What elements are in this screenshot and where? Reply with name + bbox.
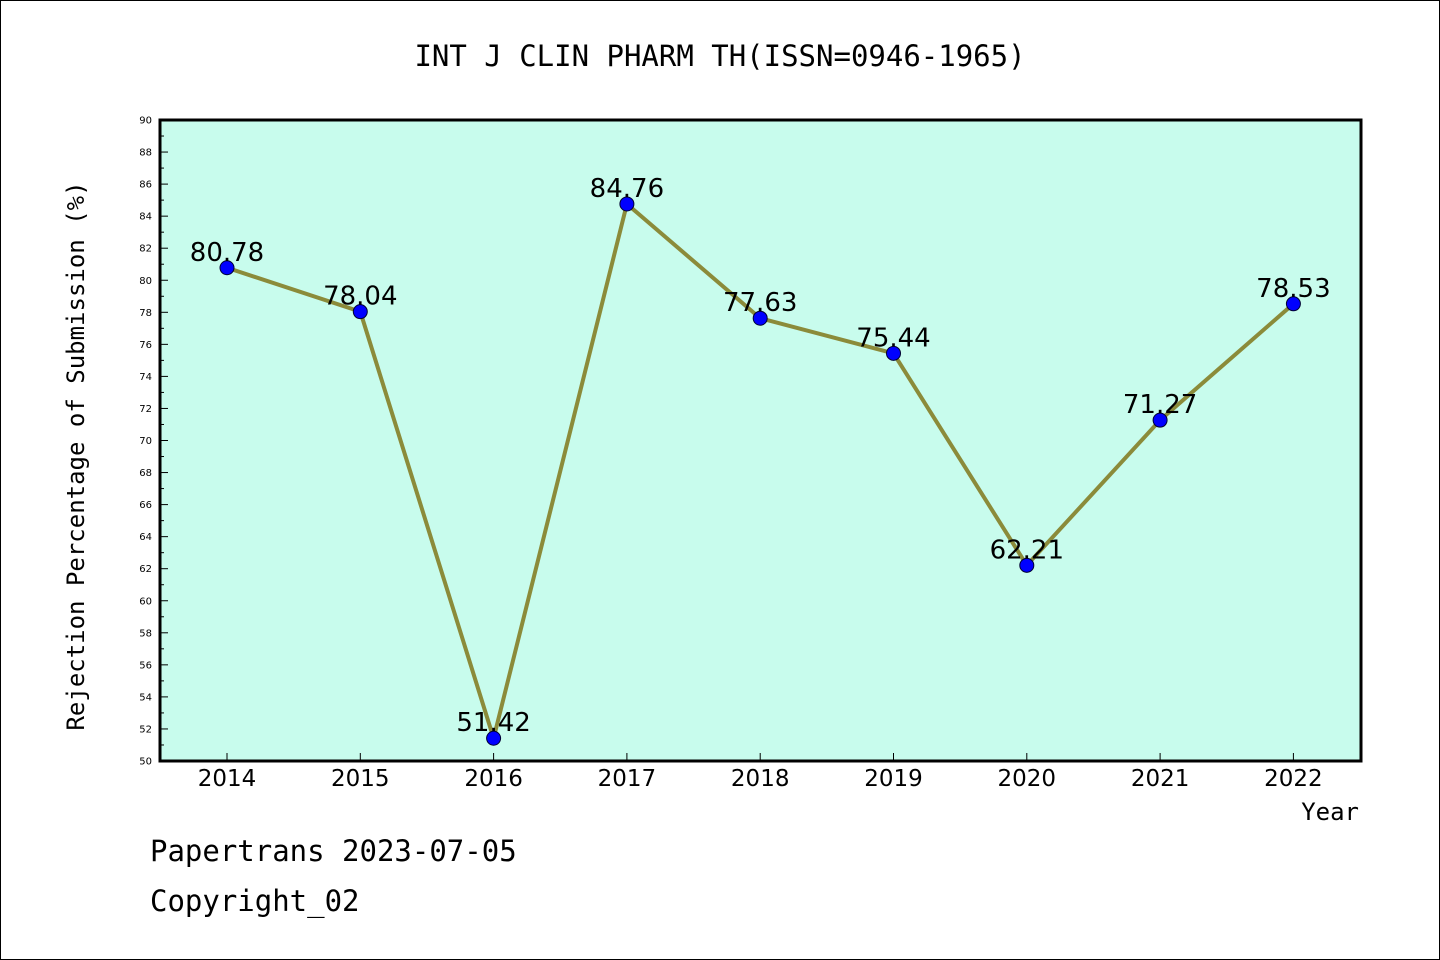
plot-border — [158, 118, 1363, 763]
y-tick-label: 60 — [139, 596, 152, 607]
y-tick-label: 78 — [139, 308, 152, 319]
data-label: 80.78 — [190, 238, 264, 268]
y-axis-ticks: 50 52 54 56 58 60 62 64 66 68 70 72 74 76 78 80 82 84 86 88… — [139, 116, 168, 768]
x-tick-label: 2015 — [331, 766, 390, 792]
plot-area — [160, 120, 1361, 761]
x-tick-label: 2016 — [464, 766, 523, 792]
data-markers — [219, 196, 1301, 746]
x-tick-label: 2017 — [598, 766, 657, 792]
data-label: 62.21 — [990, 535, 1064, 565]
data-point — [352, 304, 368, 320]
y-tick-label: 52 — [139, 724, 152, 735]
x-axis-ticks: 2014 2015 2016 2017 2018 2019 2020 2021 2022 — [198, 753, 1323, 792]
y-tick-label: 62 — [139, 564, 152, 575]
y-tick-label: 84 — [139, 212, 152, 223]
chart-title: INT J CLIN PHARM TH(ISSN=0946-1965) — [414, 39, 1025, 73]
y-tick-label: 68 — [139, 468, 152, 479]
y-tick-label: 76 — [139, 340, 152, 351]
data-point — [886, 345, 901, 361]
data-point — [619, 196, 635, 212]
x-axis-label: Year — [1301, 798, 1359, 826]
data-point — [1019, 557, 1035, 573]
data-labels: 80.78 78.04 51.42 84.76 77.63 75.44 62.21 71.27… — [190, 174, 1331, 738]
y-tick-label: 66 — [139, 500, 152, 511]
data-point — [1152, 412, 1168, 428]
y-axis-label: Rejection Percentage of Submission (%) — [62, 181, 90, 730]
y-tick-label: 88 — [139, 148, 152, 159]
x-tick-label: 2018 — [731, 766, 790, 792]
data-label: 84.76 — [590, 174, 664, 204]
data-label: 78.53 — [1256, 274, 1330, 304]
y-tick-label: 72 — [139, 404, 152, 415]
data-label: 71.27 — [1123, 390, 1197, 420]
data-point — [219, 260, 235, 276]
y-tick-label: 70 — [139, 436, 152, 447]
footer-source: Papertrans 2023-07-05 — [150, 834, 517, 868]
x-tick-label: 2021 — [1131, 766, 1190, 792]
x-tick-label: 2020 — [998, 766, 1057, 792]
data-label: 78.04 — [323, 282, 397, 312]
data-label: 75.44 — [856, 323, 930, 353]
y-tick-label: 80 — [139, 276, 152, 287]
data-point — [486, 730, 502, 746]
y-tick-label: 56 — [139, 660, 152, 671]
x-tick-label: 2022 — [1264, 766, 1323, 792]
data-label: 51.42 — [456, 708, 530, 738]
y-tick-label: 82 — [139, 244, 152, 255]
data-point — [1285, 296, 1301, 312]
x-tick-label: 2014 — [198, 766, 257, 792]
data-point — [752, 310, 768, 326]
y-tick-label: 58 — [139, 628, 152, 639]
y-tick-label: 50 — [139, 757, 152, 768]
y-tick-label: 90 — [139, 116, 152, 127]
y-tick-label: 74 — [139, 372, 152, 383]
y-tick-label: 86 — [139, 180, 152, 191]
y-tick-label: 54 — [139, 692, 152, 703]
y-tick-label: 64 — [139, 532, 152, 543]
data-label: 77.63 — [723, 288, 797, 318]
footer-copyright: Copyright_02 — [150, 884, 360, 918]
x-tick-label: 2019 — [864, 766, 923, 792]
